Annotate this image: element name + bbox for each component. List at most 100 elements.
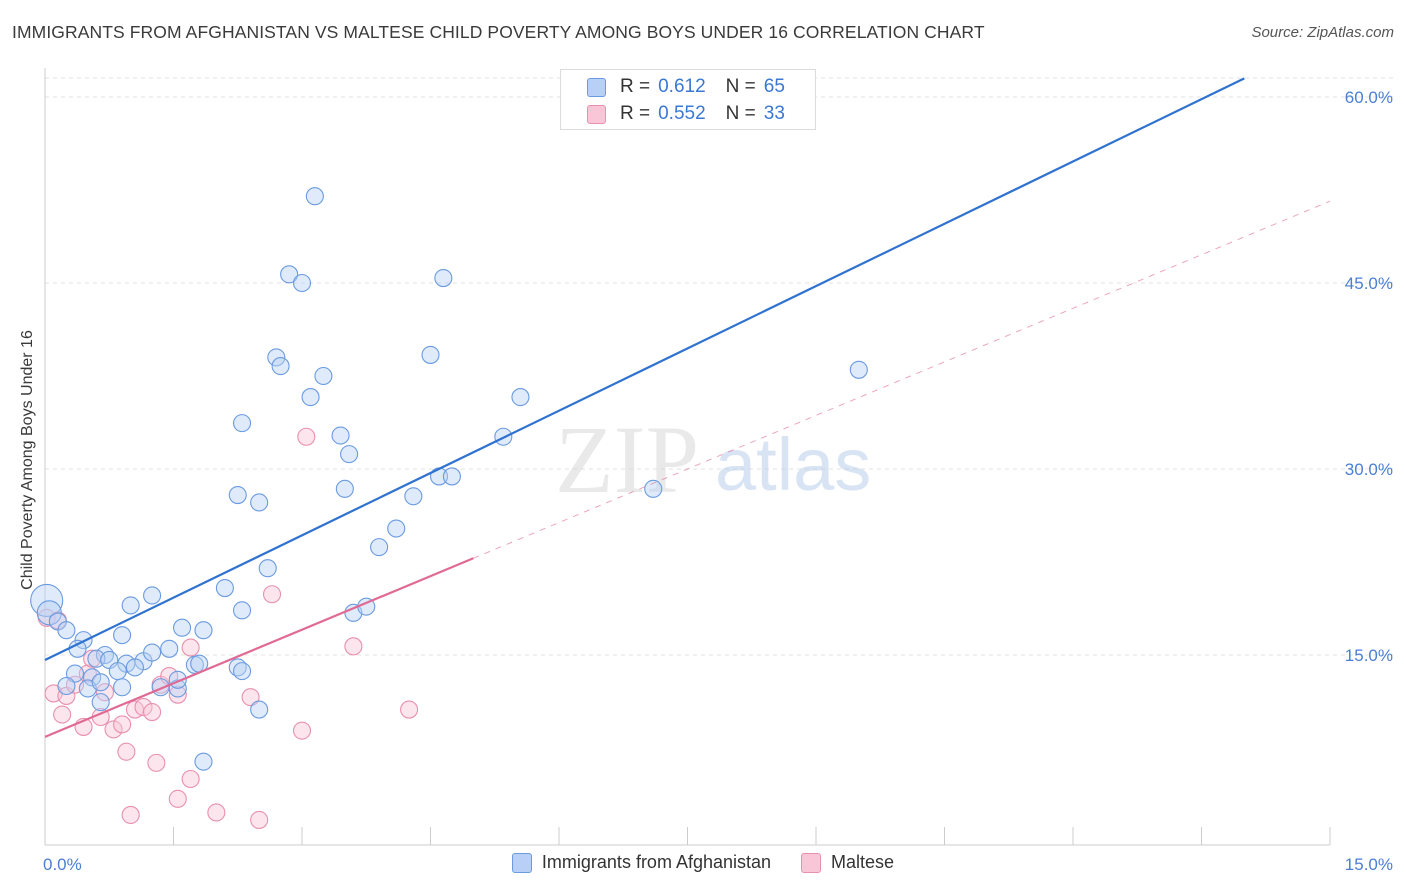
axes — [44, 68, 1331, 846]
data-point-afghanistan — [91, 693, 110, 712]
data-point-afghanistan — [258, 559, 277, 578]
watermark-zip: ZIP — [555, 406, 699, 513]
data-point-maltese — [292, 721, 312, 740]
data-point-maltese — [250, 810, 269, 829]
legend-label-afghanistan: Immigrants from Afghanistan — [541, 852, 772, 872]
grid-lines — [45, 77, 1395, 656]
data-point-afghanistan — [143, 586, 162, 605]
chart-title: IMMIGRANTS FROM AFGHANISTAN VS MALTESE C… — [12, 22, 985, 42]
data-point-maltese — [262, 585, 282, 604]
stats-legend-row-maltese: R = 0.552 N = 33 — [587, 103, 785, 125]
data-point-afghanistan — [340, 445, 359, 464]
stats-legend-row-afghanistan: R = 0.612 N = 65 — [587, 76, 785, 98]
data-point-afghanistan — [143, 643, 162, 662]
data-point-afghanistan — [314, 366, 333, 386]
data-point-maltese — [344, 637, 363, 656]
data-point-afghanistan — [301, 388, 320, 407]
data-point-maltese — [113, 715, 132, 734]
data-point-afghanistan — [331, 426, 350, 445]
data-point-maltese — [241, 688, 260, 707]
data-point-maltese — [53, 705, 72, 724]
data-point-maltese — [147, 753, 166, 772]
watermark: ZIP atlas — [555, 406, 871, 513]
series-legend: Immigrants from Afghanistan Maltese — [0, 852, 1406, 873]
data-point-afghanistan — [113, 678, 132, 697]
data-point-afghanistan — [121, 596, 140, 615]
data-point-afghanistan — [404, 487, 423, 506]
data-point-afghanistan — [232, 601, 252, 620]
r-value: 0.612 — [658, 76, 706, 97]
data-point-maltese — [168, 685, 187, 704]
x-tick-label: 0.0% — [43, 855, 82, 874]
data-point-afghanistan — [387, 519, 406, 538]
data-point-afghanistan — [305, 187, 324, 206]
data-point-afghanistan — [87, 649, 106, 668]
data-point-afghanistan — [280, 265, 299, 284]
source-credit: Source: ZipAtlas.com — [1251, 24, 1394, 41]
data-point-maltese — [168, 789, 187, 808]
data-point-afghanistan — [57, 676, 76, 696]
y-tick-label: 15.0% — [1345, 646, 1393, 665]
data-point-afghanistan — [65, 664, 85, 683]
n-label: N = — [725, 76, 756, 97]
trend-line-maltese — [44, 557, 474, 738]
y-tick-label: 45.0% — [1345, 274, 1393, 293]
data-point-afghanistan — [271, 357, 290, 376]
legend-swatch-afghanistan — [511, 852, 532, 873]
x-tick-label: 15.0% — [1345, 855, 1393, 874]
data-point-maltese — [121, 805, 140, 825]
legend-swatch-maltese — [801, 852, 822, 873]
data-point-afghanistan — [108, 662, 127, 681]
data-point-afghanistan — [421, 345, 440, 364]
swatch-maltese — [587, 104, 606, 124]
data-point-maltese — [143, 702, 162, 722]
data-point-maltese — [181, 769, 200, 789]
data-point-maltese — [134, 698, 153, 717]
n-value: 65 — [763, 76, 785, 97]
data-point-afghanistan — [228, 485, 247, 505]
data-point-afghanistan — [434, 268, 453, 288]
swatch-afghanistan — [587, 77, 606, 97]
data-point-afghanistan — [250, 700, 269, 719]
r-value: 0.552 — [658, 103, 706, 124]
series-maltese-points — [37, 427, 419, 829]
n-label: N = — [725, 103, 756, 124]
data-point-afghanistan — [511, 388, 530, 407]
data-point-afghanistan — [215, 578, 234, 598]
r-label: R = — [620, 103, 651, 124]
data-point-maltese — [207, 803, 226, 822]
n-value: 33 — [763, 103, 785, 124]
stats-legend: R = 0.612 N = 65 R = 0.552 N = 33 — [560, 69, 816, 130]
tick-labels: 15.0% 30.0% 45.0% 60.0% 0.0% 15.0% — [43, 88, 1393, 874]
series-afghanistan-points — [30, 187, 868, 771]
data-point-afghanistan — [91, 673, 110, 692]
legend-label-maltese: Maltese — [831, 852, 895, 872]
data-point-afghanistan — [232, 662, 252, 681]
legend-item-maltese: Maltese — [801, 852, 894, 873]
data-point-afghanistan — [644, 479, 663, 498]
data-point-afghanistan — [849, 360, 868, 379]
trend-line-maltese-extension — [473, 200, 1331, 559]
legend-item-afghanistan: Immigrants from Afghanistan — [511, 852, 772, 873]
data-point-afghanistan — [335, 479, 354, 498]
data-point-maltese — [297, 427, 316, 446]
data-point-afghanistan — [125, 658, 144, 677]
data-point-afghanistan — [36, 600, 62, 626]
y-tick-label: 30.0% — [1345, 460, 1393, 479]
data-point-afghanistan — [83, 668, 102, 687]
trend-lines — [44, 77, 1331, 738]
data-point-afghanistan — [194, 621, 213, 640]
data-point-afghanistan — [113, 626, 132, 645]
data-point-afghanistan — [292, 273, 312, 293]
r-label: R = — [620, 76, 651, 97]
data-point-maltese — [117, 742, 136, 761]
data-point-afghanistan — [267, 348, 286, 367]
trend-line-afghanistan — [44, 77, 1245, 661]
watermark-atlas: atlas — [715, 423, 871, 506]
data-point-maltese — [400, 700, 419, 719]
data-point-afghanistan — [194, 752, 213, 771]
data-point-afghanistan — [370, 538, 389, 557]
data-point-maltese — [104, 720, 123, 739]
data-point-afghanistan — [68, 639, 87, 658]
